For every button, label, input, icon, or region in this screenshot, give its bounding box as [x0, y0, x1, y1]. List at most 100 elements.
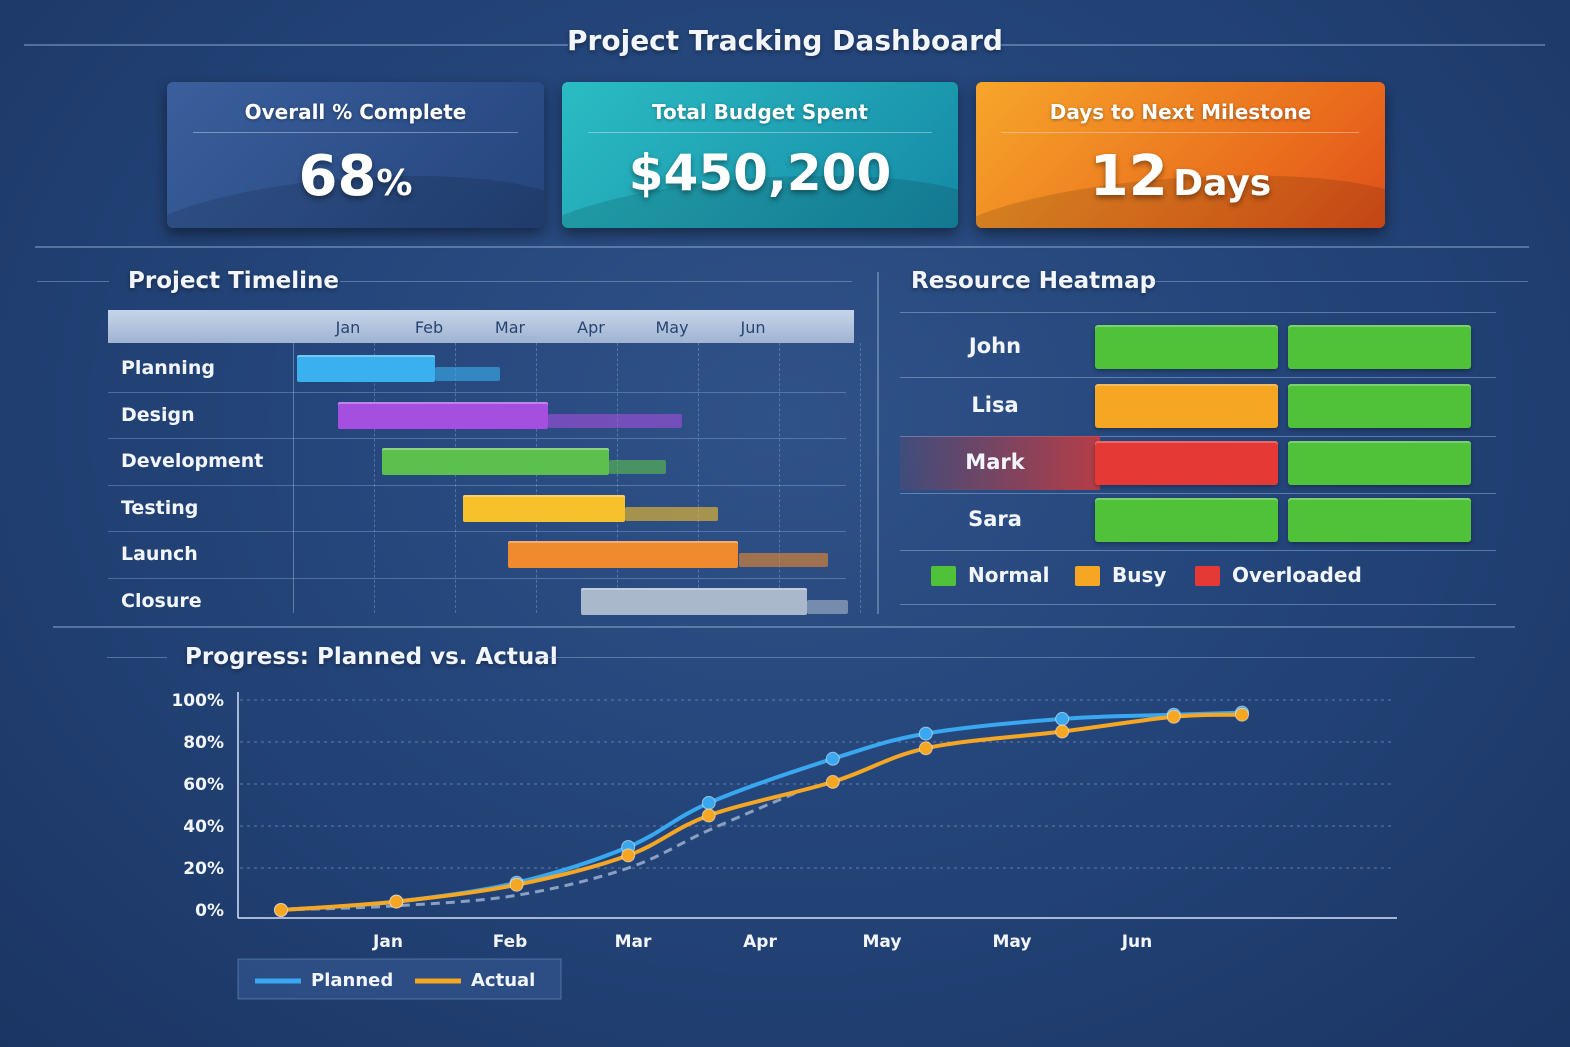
- heatmap-cell-normal[interactable]: [1288, 384, 1471, 428]
- chart-y-tick-label: 20%: [183, 859, 224, 879]
- gantt-task-label: Development: [121, 450, 264, 472]
- chart-y-tick-label: 80%: [183, 733, 224, 753]
- chart-planned-line: [280, 710, 1243, 912]
- heatmap-cell-normal[interactable]: [1288, 498, 1471, 542]
- gantt-planned-bar[interactable]: [548, 413, 682, 428]
- progress-title: Progress: Planned vs. Actual: [185, 644, 558, 670]
- gantt-row-line: [108, 531, 846, 532]
- heatmap-cell-normal[interactable]: [1095, 498, 1278, 542]
- gantt-gridline: [779, 343, 780, 613]
- heatmap-cell-normal[interactable]: [1095, 325, 1278, 369]
- gantt-gridline: [455, 343, 456, 613]
- heatmap-legend-label: Normal: [968, 563, 1050, 587]
- heatmap-person-name: Mark: [965, 450, 1025, 474]
- chart-actual-point[interactable]: [509, 877, 524, 892]
- gantt-month-label: Jun: [740, 318, 766, 337]
- kpi-number: 12: [1089, 144, 1168, 209]
- chart-x-tick-label: May: [863, 932, 902, 952]
- gantt-actual-bar[interactable]: [297, 355, 435, 382]
- gantt-planned-bar[interactable]: [807, 599, 848, 614]
- gantt-task-label: Launch: [121, 543, 198, 565]
- section-vertical-divider: [877, 272, 879, 614]
- heatmap-cell-normal[interactable]: [1288, 441, 1471, 485]
- heatmap-row-separator: [900, 493, 1496, 494]
- chart-actual-point[interactable]: [1055, 724, 1070, 739]
- chart-actual-point[interactable]: [274, 903, 288, 917]
- progress-rule-right: [535, 657, 1475, 658]
- gantt-task-label: Planning: [121, 357, 215, 379]
- gantt-month-label: Feb: [414, 318, 444, 337]
- heatmap-legend-label: Overloaded: [1232, 563, 1362, 587]
- gantt-actual-bar[interactable]: [580, 587, 808, 615]
- chart-planned-point[interactable]: [918, 726, 933, 741]
- gantt-task-label: Closure: [121, 589, 202, 612]
- heatmap-legend-swatch: [1075, 566, 1100, 586]
- gantt-gridline: [374, 343, 375, 613]
- heatmap-overload-highlight: [900, 436, 1100, 490]
- chart-y-tick-label: 40%: [183, 817, 224, 837]
- chart-x-tick-label: May: [993, 932, 1032, 952]
- chart-actual-point[interactable]: [1235, 707, 1249, 722]
- gantt-actual-bar[interactable]: [382, 448, 609, 475]
- heatmap-row-separator: [900, 436, 1496, 437]
- kpi-days-to-milestone: Days to Next Milestone 12 Days: [976, 82, 1385, 228]
- gantt-header: [108, 310, 854, 343]
- heatmap-person-name: Lisa: [971, 393, 1019, 417]
- chart-actual-point[interactable]: [389, 894, 404, 909]
- kpi-value: 68%: [167, 144, 544, 209]
- kpi-label: Overall % Complete: [193, 100, 518, 133]
- gantt-planned-bar[interactable]: [738, 553, 828, 567]
- chart-actual-point[interactable]: [621, 848, 636, 863]
- gantt-planned-bar[interactable]: [608, 460, 666, 474]
- heatmap-bottom-rule: [900, 604, 1496, 605]
- gantt-planned-bar[interactable]: [625, 506, 719, 521]
- chart-x-tick-label: Feb: [493, 932, 528, 952]
- dashboard-title: Project Tracking Dashboard: [567, 24, 1003, 57]
- divider-middle: [53, 626, 1515, 628]
- chart-x-tick-label: Apr: [743, 932, 777, 952]
- heatmap-row-separator: [900, 377, 1496, 378]
- heatmap-row-separator: [900, 312, 1496, 313]
- kpi-value: $450,200: [562, 144, 958, 202]
- chart-actual-point[interactable]: [918, 741, 933, 756]
- kpi-unit: Days: [1173, 163, 1272, 204]
- kpi-number: 68: [298, 144, 377, 209]
- gantt-planned-bar[interactable]: [434, 367, 500, 381]
- gantt-row-line: [108, 484, 846, 486]
- heatmap-legend-swatch: [931, 566, 956, 586]
- gantt-row-line: [108, 438, 846, 439]
- chart-baseline-line: [280, 788, 803, 912]
- chart-y-tick-label: 100%: [171, 691, 224, 711]
- chart-x-tick-label: Jan: [372, 932, 403, 952]
- chart-actual-point[interactable]: [1166, 709, 1181, 724]
- chart-x-tick-label: Mar: [615, 932, 652, 952]
- chart-planned-point[interactable]: [701, 795, 716, 810]
- heatmap-row-separator: [900, 550, 1496, 551]
- chart-legend-label: Planned: [311, 970, 393, 991]
- gantt-gridline: [536, 343, 537, 613]
- chart-actual-line: [280, 712, 1243, 912]
- heatmap-cell-normal[interactable]: [1288, 325, 1471, 369]
- heatmap-cell-overloaded[interactable]: [1095, 441, 1278, 485]
- timeline-rule-left: [37, 281, 109, 282]
- timeline-title: Project Timeline: [128, 268, 339, 294]
- gantt-actual-bar[interactable]: [507, 541, 739, 568]
- chart-actual-point[interactable]: [825, 774, 840, 789]
- divider-top: [35, 246, 1529, 248]
- heatmap-cell-busy[interactable]: [1095, 384, 1278, 428]
- gantt-gridline: [860, 343, 861, 613]
- chart-actual-point[interactable]: [701, 808, 716, 823]
- heatmap-rule-right: [1150, 281, 1528, 282]
- gantt-month-label: Apr: [577, 318, 605, 337]
- chart-planned-point[interactable]: [1055, 711, 1070, 726]
- kpi-unit: %: [376, 163, 413, 204]
- kpi-overall-complete: Overall % Complete 68%: [167, 82, 544, 228]
- chart-y-tick-label: 0%: [195, 901, 224, 921]
- gantt-actual-bar[interactable]: [337, 401, 549, 429]
- chart-legend-label: Actual: [471, 970, 535, 991]
- gantt-actual-bar[interactable]: [463, 494, 626, 522]
- chart-planned-point[interactable]: [825, 751, 840, 766]
- kpi-value: 12 Days: [976, 144, 1385, 209]
- gantt-month-label: Mar: [494, 318, 526, 337]
